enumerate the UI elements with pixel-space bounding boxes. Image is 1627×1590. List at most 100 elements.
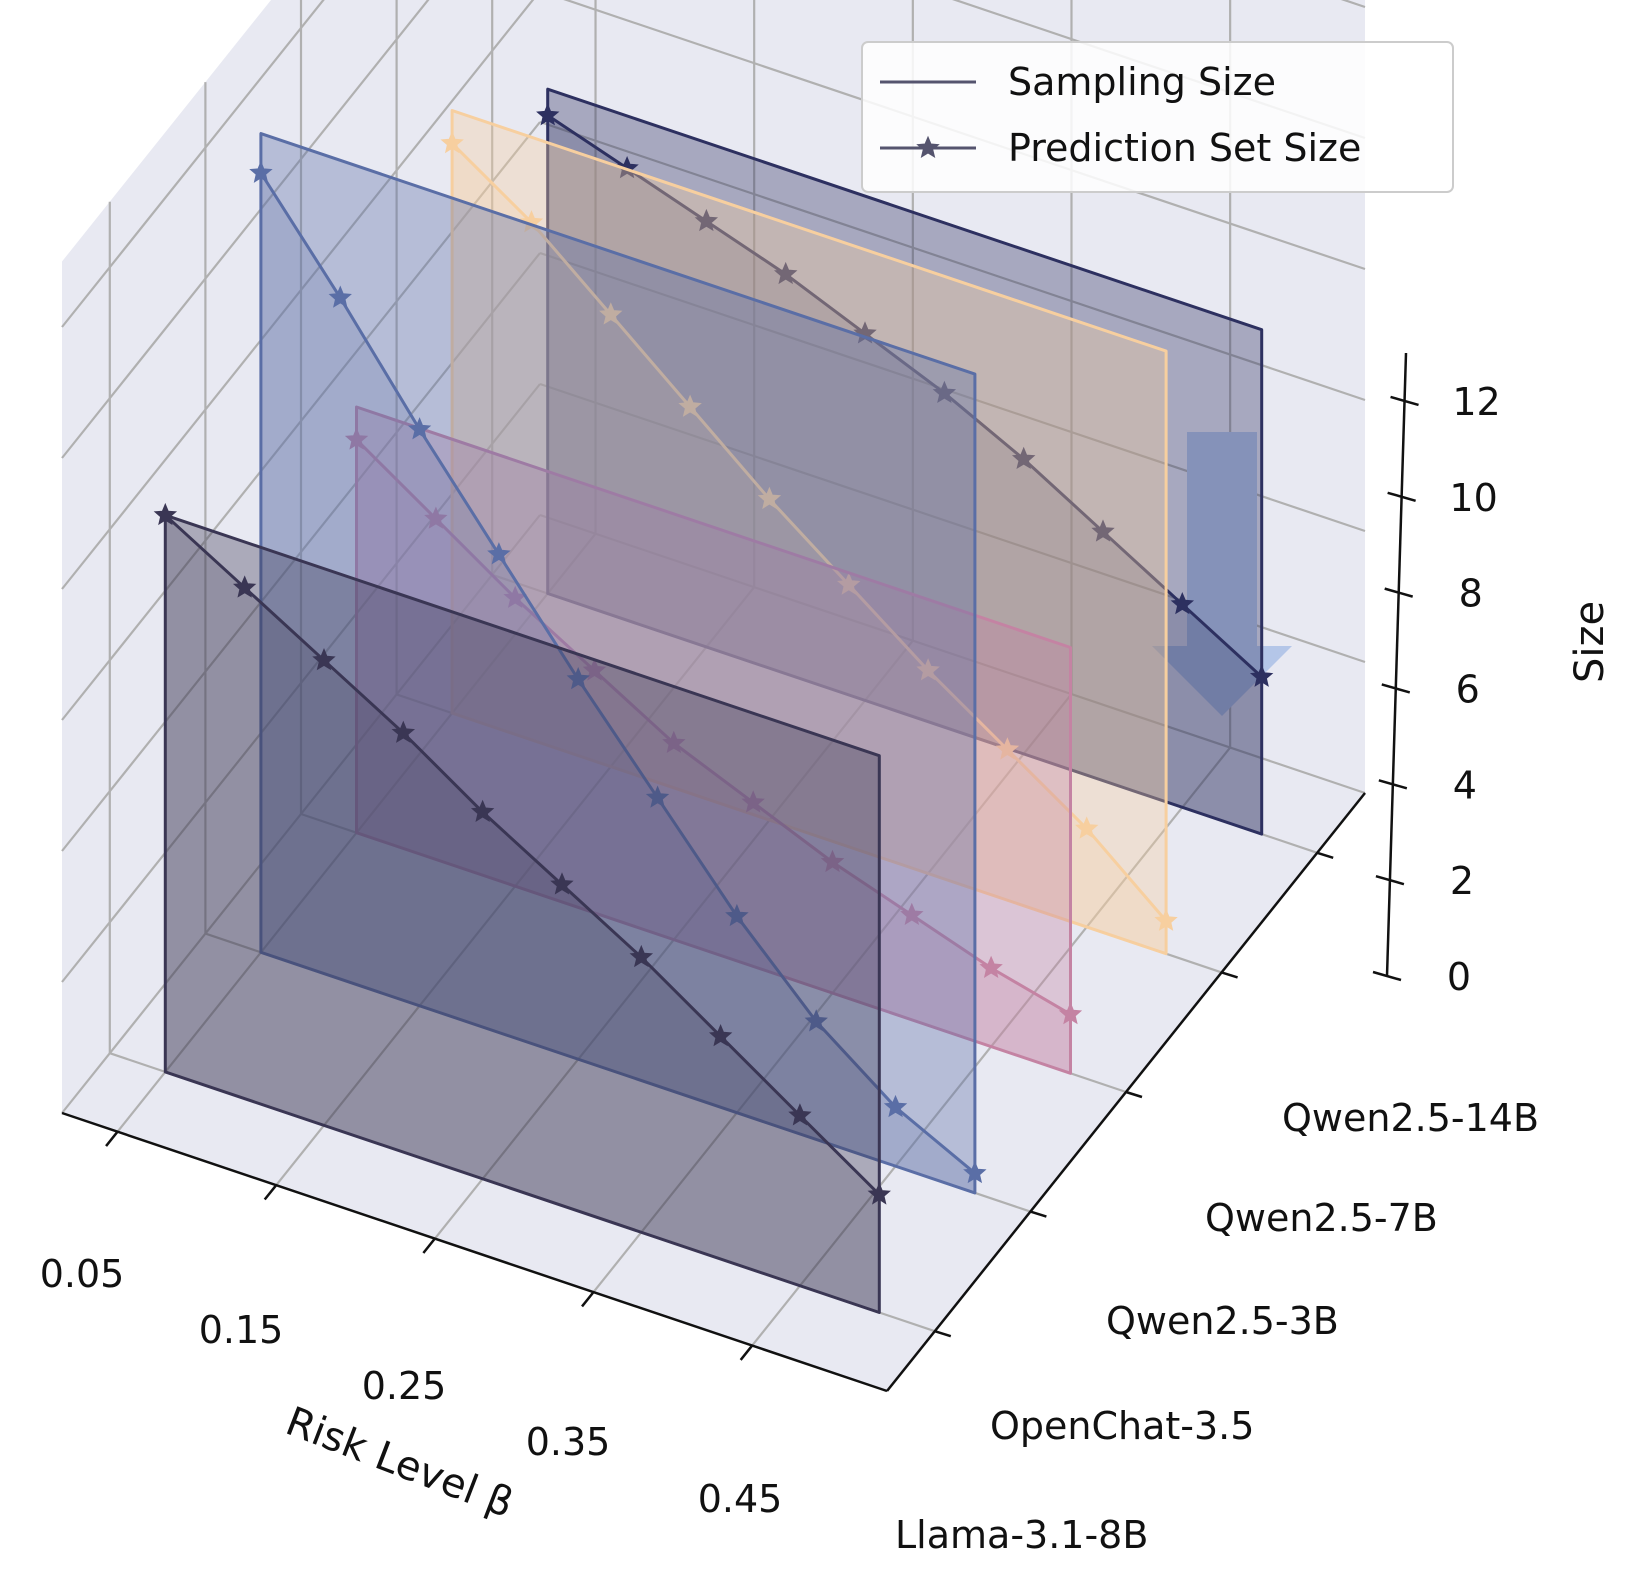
sampling-size-plane <box>450 109 1168 956</box>
prediction-set-area <box>452 143 1167 954</box>
z-tick-label: 0 <box>1447 955 1471 999</box>
legend-label-sampling: Sampling Size <box>1008 60 1276 104</box>
z-axis-label: Size <box>1567 601 1613 683</box>
sampling-size-plane <box>163 513 881 1314</box>
z-tick <box>1372 970 1402 982</box>
x-tick <box>422 1237 436 1254</box>
prediction-set-point <box>883 1094 908 1118</box>
prediction-set-area <box>356 439 1071 1074</box>
prediction-set-area <box>165 515 880 1313</box>
prediction-set-point <box>328 285 352 308</box>
prediction-set-line <box>259 172 976 1175</box>
grid-line-z-back <box>539 120 1366 402</box>
z-tick-label: 8 <box>1459 572 1483 616</box>
z-tick-label: 12 <box>1452 380 1500 424</box>
prediction-set-point <box>1091 519 1115 542</box>
prediction-set-point <box>536 103 560 126</box>
x-axis-line <box>61 1111 888 1393</box>
prediction-set-point <box>1154 908 1178 931</box>
prediction-set-point <box>1011 446 1036 470</box>
prediction-set-point <box>773 261 798 285</box>
prediction-set-point <box>582 658 607 681</box>
prediction-set-point <box>1058 1001 1083 1025</box>
prediction-set-point <box>599 302 623 325</box>
grid-line-z-left <box>61 0 535 590</box>
axes-layer: 0.05 0.15 0.25 0.35 0.45 Llama-3.1-8B OpenChat… <box>40 352 1539 1557</box>
legend-star-marker <box>916 135 940 158</box>
sampling-size-plane <box>546 87 1264 836</box>
x-axis-label: Risk Level β <box>280 1398 520 1527</box>
x-tick-label: 0.25 <box>362 1364 447 1408</box>
prediction-set-point <box>1249 664 1274 687</box>
series-Qwen2.5-14B <box>536 87 1274 836</box>
grid-line-z-left <box>61 0 325 328</box>
prediction-set-point <box>788 1103 812 1126</box>
grid-line-z-left <box>61 121 541 721</box>
prediction-set-point <box>440 130 464 154</box>
prediction-set-point <box>694 208 719 232</box>
prediction-set-line <box>546 114 1263 679</box>
z-tick <box>1390 395 1419 407</box>
series-layer <box>153 87 1274 1314</box>
down-arrow-annotation <box>1152 432 1292 716</box>
prediction-set-point <box>995 737 1020 760</box>
back-wall-pane <box>540 0 1365 793</box>
x-tick-label: 0.05 <box>40 1252 125 1296</box>
prediction-set-area <box>260 172 975 1193</box>
prediction-set-point <box>407 417 432 440</box>
prediction-set-point <box>963 1160 987 1184</box>
grid-line-z-left <box>61 0 430 459</box>
y-tick-label: Qwen2.5-3B <box>1106 1299 1339 1343</box>
prediction-set-area <box>547 115 1262 835</box>
x-tick <box>105 1130 119 1147</box>
prediction-set-line <box>164 514 881 1196</box>
y-tick-label: Llama-3.1-8B <box>895 1513 1148 1557</box>
sampling-size-plane <box>259 132 977 1195</box>
y-tick <box>934 1330 952 1338</box>
x-tick-label: 0.45 <box>698 1477 783 1521</box>
series-Qwen2.5-7B <box>440 109 1178 956</box>
prediction-set-point <box>1075 816 1099 839</box>
x-tick <box>263 1184 278 1201</box>
z-tick-label: 10 <box>1449 476 1497 520</box>
prediction-set-point <box>344 427 369 450</box>
prediction-set-point <box>550 872 574 895</box>
prediction-set-point <box>153 502 178 526</box>
prediction-set-point <box>470 799 495 822</box>
prediction-set-point <box>757 486 782 510</box>
down-arrow <box>1152 432 1292 716</box>
legend-label-prediction: Prediction Set Size <box>1008 126 1361 170</box>
x-tick <box>581 1291 595 1308</box>
prediction-set-point <box>629 944 654 968</box>
prediction-set-point <box>900 902 924 925</box>
grid-line-z-left <box>61 252 541 852</box>
prediction-set-point <box>312 647 336 671</box>
x-tick-label: 0.35 <box>526 1420 611 1464</box>
prediction-set-point <box>566 666 590 690</box>
prediction-set-point <box>487 542 511 565</box>
y-tick <box>1221 971 1238 979</box>
z-tick-label: 6 <box>1456 667 1480 711</box>
grid-line-z-left <box>61 383 541 983</box>
prediction-set-point <box>1170 592 1195 615</box>
series-Qwen2.5-3B <box>344 405 1083 1075</box>
series-OpenChat-3.5 <box>249 132 987 1195</box>
grid-line-z-back <box>539 513 1366 795</box>
prediction-set-point <box>232 575 257 598</box>
prediction-set-line <box>355 438 1072 1016</box>
prediction-set-point <box>979 955 1003 978</box>
z-tick <box>1387 491 1416 502</box>
prediction-set-point <box>804 1009 828 1032</box>
y-tick <box>1030 1210 1047 1218</box>
z-tick-label: 4 <box>1453 763 1477 807</box>
prediction-set-point <box>391 720 416 743</box>
y-tick-label: Qwen2.5-7B <box>1205 1196 1438 1240</box>
prediction-set-point <box>820 849 845 873</box>
prediction-set-point <box>916 658 940 681</box>
prediction-set-point <box>867 1182 891 1205</box>
prediction-set-point <box>708 1023 733 1047</box>
y-tick-label: Qwen2.5-14B <box>1282 1096 1539 1140</box>
prediction-set-point <box>645 785 670 808</box>
z-axis-line <box>1385 352 1408 977</box>
